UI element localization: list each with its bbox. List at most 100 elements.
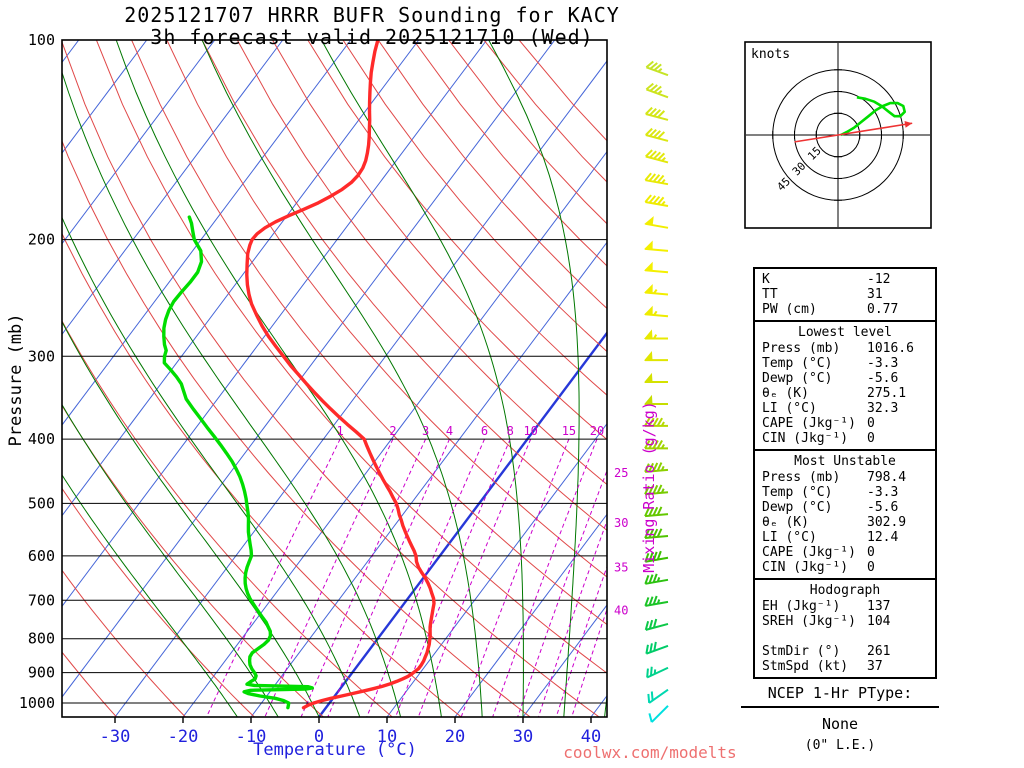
wind-barb <box>644 440 668 450</box>
temperature-tick-label: 20 <box>445 727 465 747</box>
temperature-tick-label: 30 <box>513 727 533 747</box>
watermark: coolwx.com/modelts <box>563 743 737 762</box>
dry-adiabat <box>236 40 607 486</box>
dry-adiabat <box>95 40 607 674</box>
stat-value: 0.77 <box>867 302 899 317</box>
stat-row: StmDir (°) 261 <box>755 644 935 659</box>
storm-motion-arrow <box>794 122 913 143</box>
dry-adiabat <box>272 40 607 441</box>
stat-row: LI (°C) 32.3 <box>755 401 935 416</box>
dry-adiabat <box>448 40 607 225</box>
pressure-tick-label: 400 <box>28 430 55 448</box>
wind-barb <box>643 261 669 274</box>
stat-value: 0 <box>867 416 875 431</box>
moist-adiabat <box>62 403 279 717</box>
dry-adiabat <box>62 404 324 717</box>
mixing-ratio-label: 30 <box>614 516 628 530</box>
ptype-block: NCEP 1-Hr PType: None (0" L.E.) <box>741 684 939 753</box>
stats-section: Hodograph EH (Jkg⁻¹) 137 SREH (Jkg⁻¹) 104 Stm… <box>755 578 935 677</box>
mixing-ratio-line <box>417 438 532 717</box>
stat-row: SREH (Jkg⁻¹) 104 <box>755 614 935 629</box>
wind-barb <box>645 60 669 77</box>
stat-value: 261 <box>867 644 891 659</box>
mixing-ratio-label: 2 <box>389 424 396 438</box>
stat-row: Press (mb) 1016.6 <box>755 341 935 356</box>
stats-section: Most Unstable Press (mb) 798.4 Temp (°C) -3.… <box>755 449 935 578</box>
moist-adiabat <box>62 320 320 717</box>
mixing-ratio-label: 25 <box>614 466 628 480</box>
temperature-tick-label: 40 <box>581 727 601 747</box>
stat-row: θₑ (K) 302.9 <box>755 515 935 530</box>
wind-barb <box>647 688 669 704</box>
zero-isotherm <box>318 331 607 717</box>
chart-title: 2025121707 HRRR BUFR Sounding for KACY <box>124 3 620 27</box>
mixing-ratio-label: 6 <box>481 424 488 438</box>
wind-barb <box>644 595 669 607</box>
mixing-ratio-line <box>327 438 450 717</box>
temperature-axis-label: Temperature (°C) <box>253 740 417 760</box>
stat-value: 798.4 <box>867 470 907 485</box>
stat-row: EH (Jkg⁻¹) 137 <box>755 599 935 614</box>
stat-row: Press (mb) 798.4 <box>755 470 935 485</box>
stat-label: CAPE (Jkg⁻¹) <box>762 545 856 560</box>
stat-row: TT 31 <box>755 287 935 302</box>
stat-row: Dewp (°C) -5.6 <box>755 500 935 515</box>
stat-label: K <box>762 272 770 287</box>
stat-label: Press (mb) <box>762 341 841 356</box>
mixing-ratio-line <box>395 438 511 717</box>
wind-barb <box>644 573 669 585</box>
mixing-ratio-label: 1 <box>337 424 344 438</box>
wind-barb <box>643 305 669 318</box>
dry-adiabat <box>62 139 531 717</box>
dry-adiabat <box>201 40 607 532</box>
wind-barb <box>644 528 669 540</box>
stat-label: EH (Jkg⁻¹) <box>762 599 841 614</box>
plot-frame <box>61 39 608 718</box>
stat-label: CAPE (Jkg⁻¹) <box>762 416 856 431</box>
stat-row: Temp (°C) -3.3 <box>755 485 935 500</box>
moist-adiabat <box>62 70 402 717</box>
wind-barb <box>643 329 668 340</box>
hodograph-trace <box>840 96 906 137</box>
stat-label: θₑ (K) <box>762 515 809 530</box>
stat-row: θₑ (K) 275.1 <box>755 386 935 401</box>
wind-barb <box>645 149 669 164</box>
mixing-ratio-axis-label: Mixing Ratio (g/kg) <box>640 401 658 573</box>
stats-section-header: Most Unstable <box>794 454 896 469</box>
pressure-tick-label: 100 <box>28 31 55 49</box>
mixing-ratio-line <box>492 438 598 717</box>
stat-value: 0 <box>867 431 875 446</box>
stat-value: -3.3 <box>867 485 899 500</box>
pressure-tick-label: 700 <box>28 591 55 609</box>
stat-label: TT <box>762 287 778 302</box>
stat-label: Dewp (°C) <box>762 371 833 386</box>
wind-barb <box>645 127 669 142</box>
pressure-tick-label: 200 <box>28 231 55 249</box>
wind-barb <box>644 618 669 631</box>
wind-barb <box>643 372 668 383</box>
wind-barb <box>644 506 669 518</box>
stat-value: 0 <box>867 545 875 560</box>
stat-label: Temp (°C) <box>762 485 833 500</box>
isotherm <box>62 40 488 608</box>
dry-adiabat <box>62 40 600 717</box>
stat-value: 275.1 <box>867 386 907 401</box>
wind-barb <box>644 216 669 229</box>
wind-barb <box>645 106 669 121</box>
isotherm <box>62 40 420 517</box>
stat-value: -3.3 <box>867 356 899 371</box>
stat-label: θₑ (K) <box>762 386 809 401</box>
pressure-tick-label: 600 <box>28 547 55 565</box>
dry-adiabat <box>62 487 255 717</box>
stat-label: CIN (Jkg⁻¹) <box>762 560 849 575</box>
ptype-value: None <box>821 715 859 733</box>
wind-barb <box>644 283 669 296</box>
stats-panel: K -12 TT 31 PW (cm) 0.77 Lowest level Press (mb… <box>753 267 937 679</box>
mixing-ratio-line <box>460 438 570 717</box>
stat-value: 302.9 <box>867 515 907 530</box>
isotherm <box>250 241 607 717</box>
mixing-ratio-label: 10 <box>523 424 537 438</box>
wind-barb <box>643 394 668 405</box>
